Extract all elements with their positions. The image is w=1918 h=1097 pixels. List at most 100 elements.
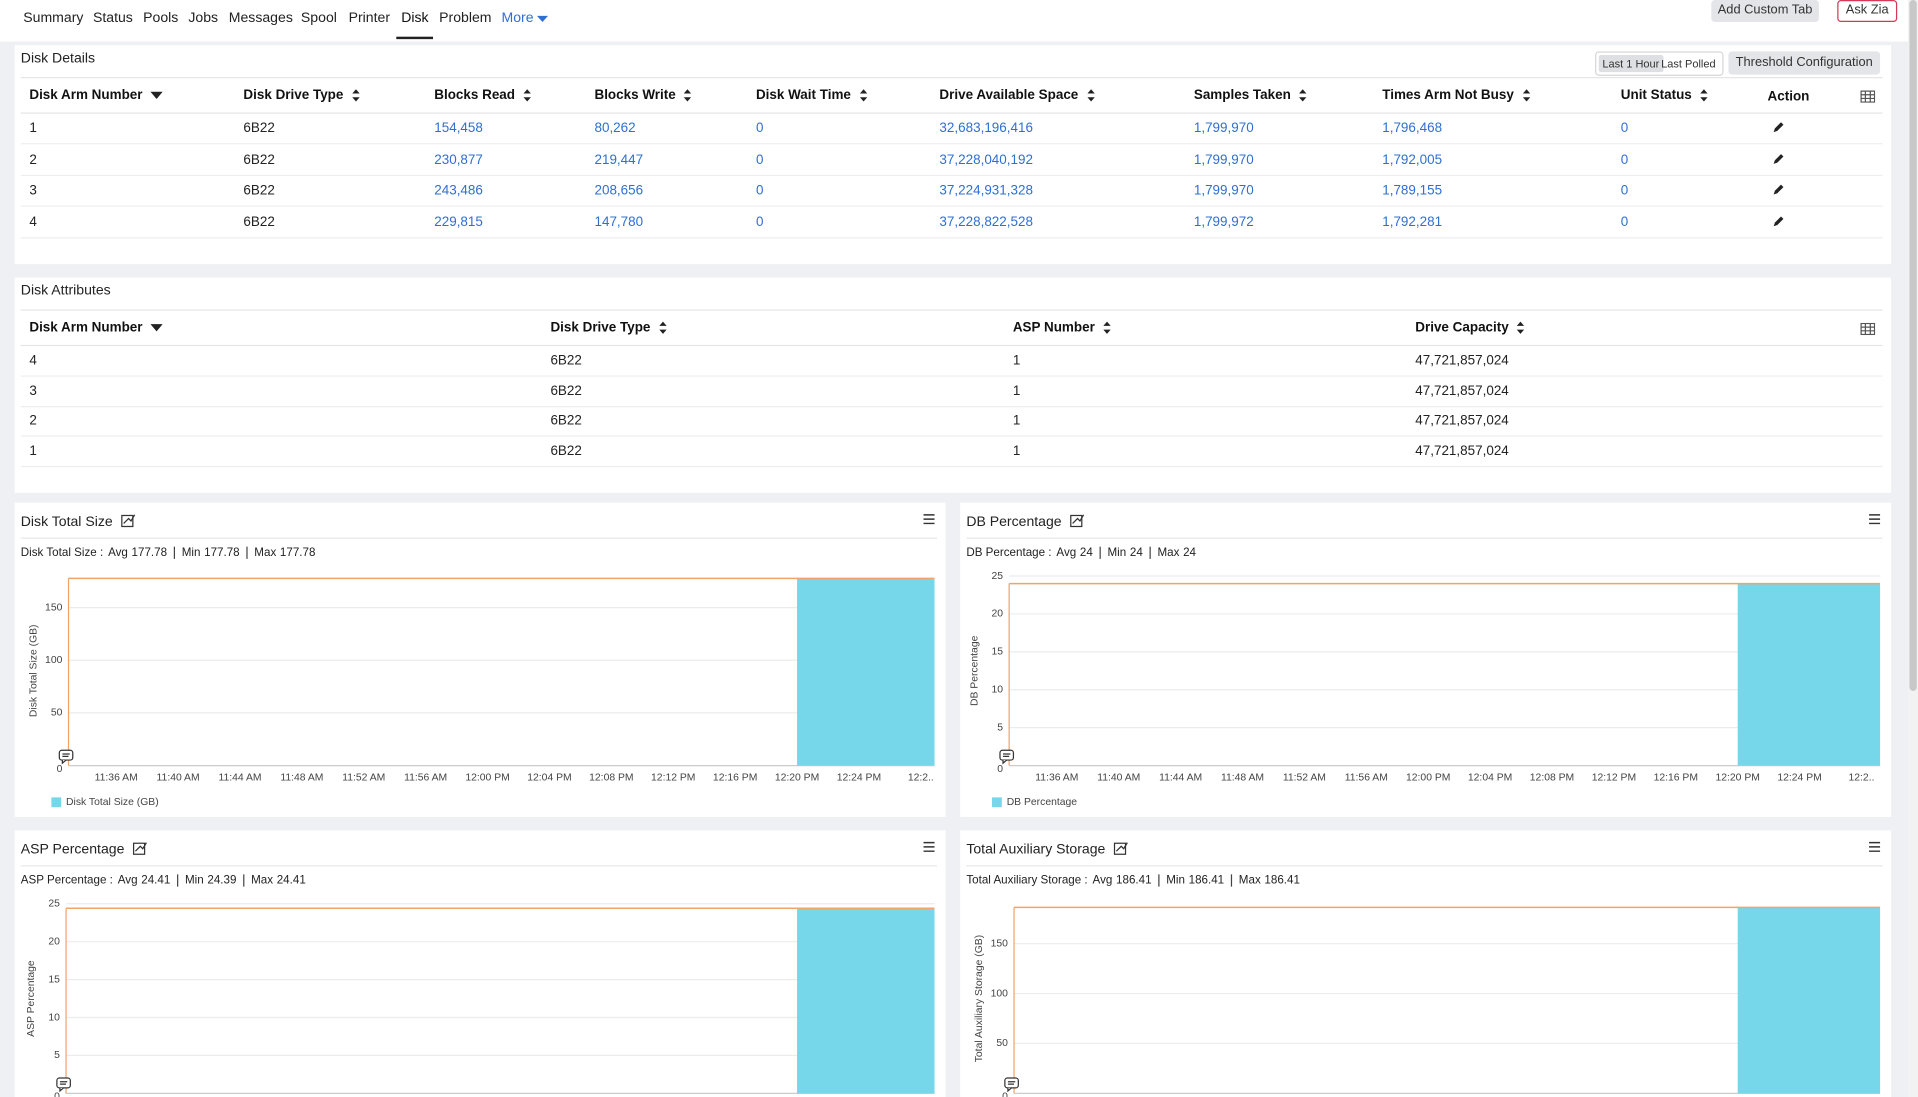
column-header[interactable]: Drive Capacity: [1415, 320, 1509, 336]
row-divider: [20, 174, 1883, 177]
column-settings-icon[interactable]: [1860, 90, 1876, 103]
table-cell[interactable]: 32,683,196,416: [939, 121, 1033, 136]
add-custom-tab-button[interactable]: Add Custom Tab: [1711, 0, 1819, 23]
sort-icon: [1103, 321, 1111, 334]
scroll-thumb[interactable]: [1909, 0, 1917, 691]
table-cell[interactable]: 0: [755, 183, 764, 199]
annotation-icon[interactable]: [58, 749, 74, 765]
table-cell[interactable]: 1,799,970: [1193, 121, 1254, 136]
table-cell: 6B22: [243, 183, 275, 199]
nav-tab[interactable]: Printer: [348, 11, 391, 26]
y-tick-label: 10: [991, 685, 1003, 696]
more-caret: [536, 15, 548, 23]
ask-zia-button[interactable]: Ask Zia: [1837, 0, 1898, 23]
nav-tab[interactable]: Problem: [439, 11, 492, 26]
stat-text: Avg: [118, 874, 138, 887]
y-axis-label: DB Percentage: [969, 635, 980, 706]
chart-edit-icon[interactable]: [1070, 514, 1085, 528]
table-cell[interactable]: 230,877: [434, 152, 483, 168]
nav-tab[interactable]: Spool: [300, 11, 337, 26]
edit-icon[interactable]: [1772, 153, 1784, 165]
chart-edit-icon[interactable]: [121, 514, 136, 528]
column-header[interactable]: Disk Wait Time: [755, 88, 851, 103]
table-cell[interactable]: 0: [1620, 215, 1629, 230]
x-tick-label: 11:48 AM: [280, 772, 323, 783]
annotation-icon[interactable]: [56, 1077, 71, 1093]
table-cell[interactable]: 0: [1620, 152, 1629, 168]
nav-tab[interactable]: Status: [92, 11, 133, 26]
table-cell[interactable]: 1,799,970: [1193, 183, 1254, 199]
table-cell: 3: [29, 183, 37, 199]
column-header[interactable]: ASP Number: [1012, 320, 1095, 336]
chart-edit-icon[interactable]: [1113, 842, 1128, 855]
stat-text: 24: [1080, 546, 1093, 559]
annotation-icon[interactable]: [999, 749, 1015, 765]
table-cell[interactable]: 37,228,822,528: [939, 215, 1033, 230]
nav-tab[interactable]: Jobs: [188, 11, 219, 26]
column-header[interactable]: Drive Available Space: [939, 88, 1079, 103]
column-header[interactable]: Disk Drive Type: [243, 88, 344, 103]
nav-tab[interactable]: Messages: [228, 11, 293, 26]
column-header[interactable]: Disk Arm Number: [29, 320, 143, 336]
column-header[interactable]: Blocks Write: [594, 88, 676, 103]
column-header[interactable]: Samples Taken: [1193, 88, 1291, 103]
chart-menu-icon[interactable]: [1869, 841, 1881, 852]
sort-icon: [523, 89, 531, 102]
chart-menu-icon[interactable]: [923, 514, 935, 525]
table-cell[interactable]: 80,262: [594, 121, 636, 136]
table-cell: 2: [29, 152, 37, 168]
stat-text: Max: [1157, 546, 1179, 559]
x-tick-label: 11:56 AM: [1345, 772, 1388, 783]
table-cell[interactable]: 0: [1620, 121, 1629, 136]
edit-icon[interactable]: [1772, 215, 1784, 227]
table-cell[interactable]: 1,799,970: [1193, 152, 1254, 168]
table-cell[interactable]: 147,780: [594, 215, 644, 230]
annotation-icon[interactable]: [1004, 1077, 1019, 1093]
stat-text: 186.41: [1116, 874, 1152, 887]
table-cell[interactable]: 0: [755, 215, 764, 230]
table-cell[interactable]: 219,447: [594, 152, 644, 168]
nav-tab[interactable]: Pools: [143, 11, 179, 26]
table-cell: 3: [29, 384, 37, 399]
table-cell[interactable]: 0: [1620, 183, 1629, 199]
nav-more[interactable]: More: [501, 11, 534, 26]
column-header[interactable]: Blocks Read: [434, 88, 516, 103]
chart-menu-icon[interactable]: [1869, 514, 1881, 525]
y-tick-label: 50: [996, 1038, 1008, 1049]
column-header[interactable]: Unit Status: [1620, 88, 1692, 103]
table-cell[interactable]: 208,656: [594, 183, 644, 199]
edit-icon[interactable]: [1772, 121, 1784, 133]
chart-edit-icon[interactable]: [132, 842, 147, 855]
table-cell[interactable]: 1,792,005: [1382, 152, 1443, 168]
table-cell[interactable]: 243,486: [434, 183, 483, 199]
toggle-option[interactable]: Last 1 Hour: [1598, 55, 1663, 73]
column-header[interactable]: Disk Arm Number: [29, 88, 143, 103]
table-cell[interactable]: 1,799,972: [1193, 215, 1254, 230]
toggle-option[interactable]: Last Polled: [1661, 57, 1716, 70]
threshold-config-button[interactable]: Threshold Configuration: [1728, 51, 1881, 75]
table-cell[interactable]: 1,796,468: [1382, 121, 1443, 136]
y-tick-label: 20: [991, 609, 1003, 620]
edit-icon[interactable]: [1772, 183, 1784, 195]
sort-icon: [1299, 89, 1307, 102]
x-tick-label: 11:36 AM: [1035, 772, 1078, 783]
stat-text: Total Auxiliary Storage :: [966, 874, 1087, 887]
column-header[interactable]: Times Arm Not Busy: [1382, 88, 1514, 103]
table-cell: 4: [29, 215, 37, 230]
table-cell[interactable]: 37,224,931,328: [939, 183, 1033, 199]
column-settings-icon[interactable]: [1860, 322, 1876, 336]
table-cell[interactable]: 154,458: [434, 121, 483, 136]
stat-text: 24: [1183, 546, 1196, 559]
table-cell[interactable]: 0: [755, 121, 764, 136]
table-cell[interactable]: 37,228,040,192: [939, 152, 1033, 168]
column-header[interactable]: Disk Drive Type: [550, 320, 651, 336]
table-cell[interactable]: 0: [755, 152, 764, 168]
table-cell[interactable]: 229,815: [434, 215, 483, 230]
nav-tab[interactable]: Disk: [401, 11, 429, 26]
chart-menu-icon[interactable]: [923, 841, 935, 852]
table-cell[interactable]: 1,792,281: [1382, 215, 1443, 230]
table-cell[interactable]: 1,789,155: [1382, 183, 1443, 199]
sort-desc-icon: [150, 324, 163, 332]
nav-tab[interactable]: Summary: [23, 11, 84, 26]
